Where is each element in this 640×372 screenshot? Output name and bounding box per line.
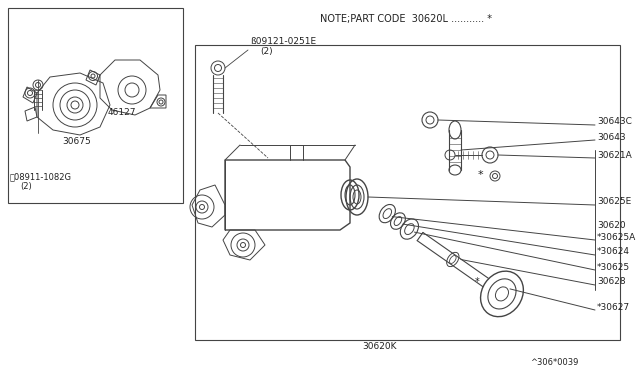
Text: 30620: 30620 <box>597 221 626 230</box>
Text: 30620K: 30620K <box>363 342 397 351</box>
Text: *30627: *30627 <box>597 302 630 311</box>
Text: ⓝ08911-1082G: ⓝ08911-1082G <box>10 172 72 181</box>
Text: *30624: *30624 <box>597 247 630 257</box>
Text: 30643: 30643 <box>597 132 626 141</box>
Text: 46127: 46127 <box>108 108 136 117</box>
Text: *: * <box>476 278 480 288</box>
Text: 30621A: 30621A <box>597 151 632 160</box>
Text: ß09121-0251E: ß09121-0251E <box>250 37 316 46</box>
Bar <box>195 45 620 340</box>
Text: 30628: 30628 <box>597 278 626 286</box>
Text: *: * <box>477 170 483 180</box>
Text: 30643C: 30643C <box>597 118 632 126</box>
Bar <box>8 8 183 203</box>
Text: *30625A: *30625A <box>597 232 636 241</box>
Text: (2): (2) <box>20 182 32 191</box>
Text: *30625: *30625 <box>597 263 630 272</box>
Text: NOTE;PART CODE  30620L ........... *: NOTE;PART CODE 30620L ........... * <box>320 14 492 24</box>
Text: 30625E: 30625E <box>597 198 631 206</box>
Text: 30675: 30675 <box>62 137 91 146</box>
Text: ^306*0039: ^306*0039 <box>530 358 579 367</box>
Text: (2): (2) <box>260 47 273 56</box>
